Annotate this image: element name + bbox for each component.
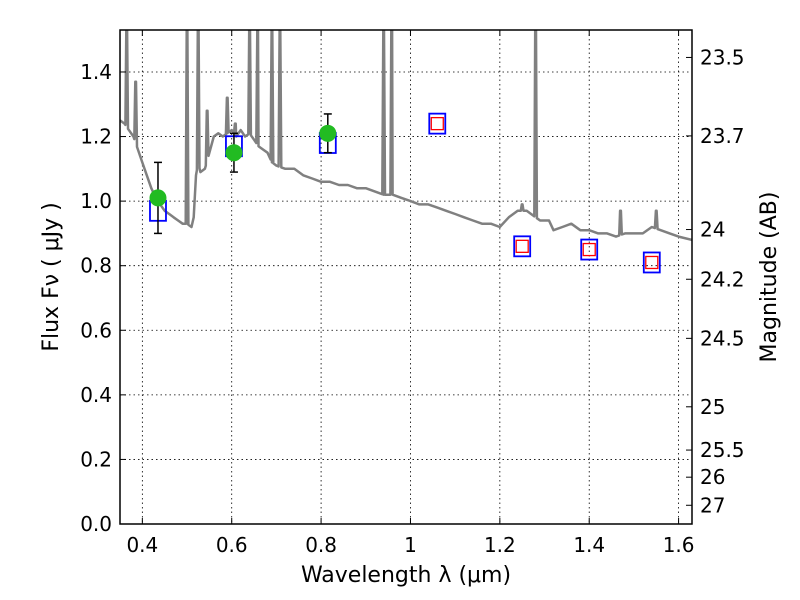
right-tick-label: 27: [700, 493, 725, 517]
right-tick-label: 24.2: [700, 267, 745, 291]
model-photometry-square: [428, 112, 447, 135]
spectrum-line: [120, 30, 692, 242]
measured-photometry-square: [515, 239, 529, 253]
y-tick-label: 0.6: [80, 318, 112, 342]
photometry-markers: [149, 112, 661, 274]
grid: [120, 30, 692, 525]
right-tick-label: 23.7: [700, 124, 745, 148]
measured-photometry-square: [430, 116, 444, 131]
y-tick-label: 0.2: [80, 447, 112, 471]
model-spectrum: [120, 30, 692, 242]
right-tick-label: 24: [700, 218, 725, 242]
x-tick-label: 1: [404, 533, 417, 557]
right-tick-label: 23.5: [700, 45, 745, 69]
y-axis-label: Flux Fν ( μJy ): [39, 202, 64, 351]
right-axis-label: Magnitude (AB): [757, 192, 782, 363]
observed-photometry-point: [225, 144, 243, 162]
observed-photometry-point: [319, 124, 337, 142]
model-photometry-square: [580, 238, 599, 261]
right-tick-label: 25.5: [700, 438, 745, 462]
x-axis-label: Wavelength λ (μm): [301, 563, 511, 588]
measured-photometry-square: [645, 255, 659, 270]
observed-photometry-point: [149, 189, 167, 207]
axis-ticks: 0.4 0.6 0.8 1 1.2 1.4 1.6 0.0 0.2 0.4 0.6 0.8 1.0 1.2…: [80, 30, 745, 557]
right-tick-label: 26: [700, 465, 725, 489]
measured-photometry-square: [582, 242, 596, 257]
model-photometry-square: [642, 251, 661, 274]
y-tick-label: 1.2: [80, 125, 112, 149]
y-tick-label: 0.8: [80, 254, 112, 278]
right-tick-label: 25: [700, 395, 725, 419]
x-tick-label: 1.4: [573, 533, 605, 557]
y-tick-label: 0.4: [80, 383, 112, 407]
x-tick-label: 0.8: [305, 533, 337, 557]
y-tick-label: 0.0: [80, 512, 112, 536]
x-tick-label: 0.4: [126, 533, 158, 557]
x-tick-label: 1.2: [484, 533, 516, 557]
plot-frame: [119, 29, 693, 525]
x-tick-label: 1.6: [663, 533, 695, 557]
x-tick-label: 0.6: [216, 533, 248, 557]
right-tick-label: 24.5: [700, 326, 745, 350]
y-tick-label: 1.0: [80, 189, 112, 213]
model-photometry-square: [513, 235, 532, 258]
y-tick-label: 1.4: [80, 60, 112, 84]
